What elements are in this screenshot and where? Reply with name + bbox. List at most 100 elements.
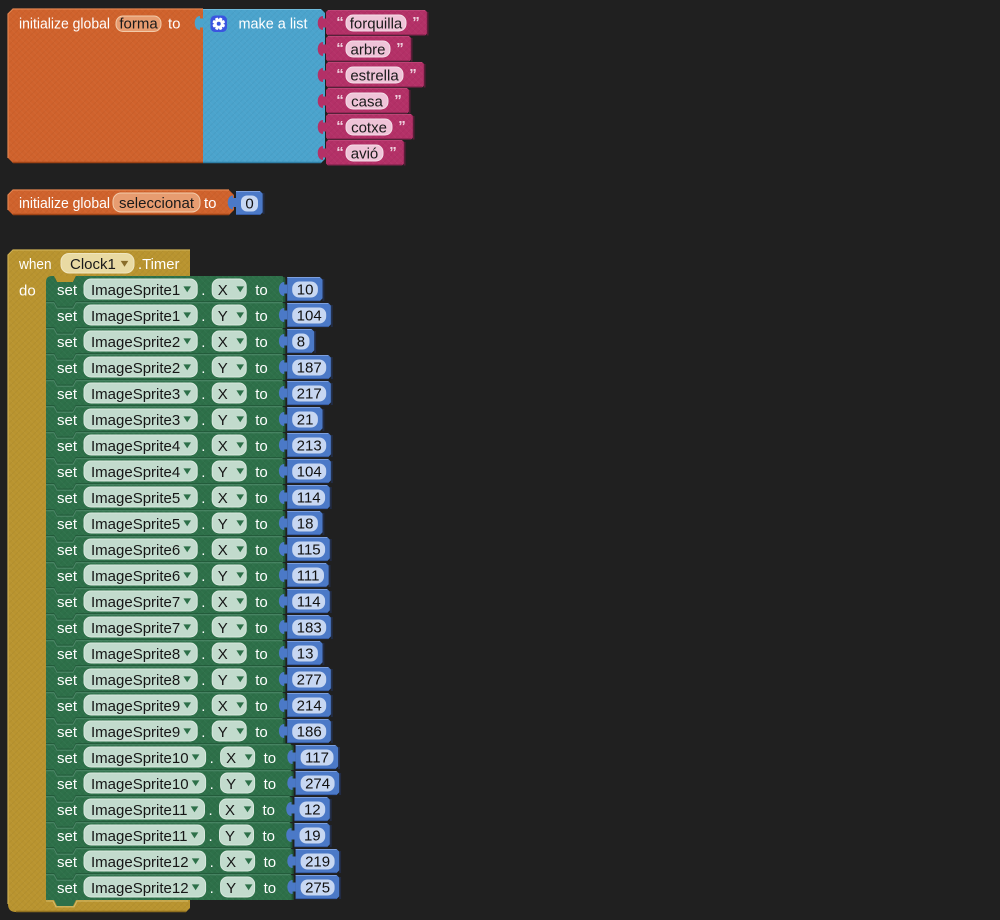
svg-text:ImageSprite2: ImageSprite2 (91, 334, 180, 351)
svg-text:.: . (210, 750, 214, 767)
svg-text:set: set (57, 646, 78, 663)
svg-text:.: . (201, 698, 205, 715)
svg-text:.: . (201, 464, 205, 481)
svg-text:ImageSprite12: ImageSprite12 (91, 854, 189, 871)
svg-text:Y: Y (218, 464, 228, 481)
svg-text:.: . (201, 490, 205, 507)
svg-text:.: . (210, 880, 214, 897)
svg-text:.: . (201, 516, 205, 533)
svg-text:.: . (209, 828, 213, 845)
svg-text:277: 277 (297, 672, 322, 689)
svg-text:set: set (57, 880, 78, 897)
svg-text:186: 186 (297, 724, 322, 741)
svg-text:to: to (255, 620, 268, 637)
svg-text:ImageSprite5: ImageSprite5 (91, 516, 180, 533)
svg-text:Y: Y (218, 412, 228, 429)
svg-text:set: set (57, 594, 78, 611)
svg-text:Y: Y (218, 360, 228, 377)
svg-text:12: 12 (304, 802, 321, 819)
svg-text:ImageSprite3: ImageSprite3 (91, 386, 180, 403)
svg-text:X: X (218, 646, 228, 663)
svg-text:ImageSprite5: ImageSprite5 (91, 490, 180, 507)
svg-text:Y: Y (218, 516, 228, 533)
svg-text:to: to (255, 464, 268, 481)
svg-text:X: X (226, 854, 236, 871)
svg-text:275: 275 (305, 880, 330, 897)
svg-text:to: to (264, 854, 277, 871)
svg-text:Y: Y (218, 568, 228, 585)
svg-text:arbre: arbre (350, 42, 385, 59)
svg-text:ImageSprite6: ImageSprite6 (91, 568, 180, 585)
svg-text:seleccionat: seleccionat (119, 195, 195, 212)
svg-text:.: . (209, 802, 213, 819)
svg-text:X: X (218, 438, 228, 455)
svg-text:to: to (255, 308, 268, 325)
svg-text:21: 21 (297, 412, 314, 429)
svg-text:.: . (201, 646, 205, 663)
svg-text:115: 115 (297, 542, 321, 559)
svg-text:ImageSprite11: ImageSprite11 (91, 828, 187, 845)
svg-text:initialize global: initialize global (19, 16, 110, 33)
svg-text:.: . (201, 594, 205, 611)
svg-text:104: 104 (297, 308, 322, 325)
svg-text:”: ” (394, 92, 402, 109)
svg-text:.: . (201, 386, 205, 403)
svg-text:Y: Y (218, 620, 228, 637)
svg-text:X: X (218, 542, 228, 559)
svg-text:10: 10 (297, 282, 314, 299)
svg-text:set: set (57, 620, 78, 637)
svg-text:114: 114 (297, 594, 321, 611)
svg-text:.Timer: .Timer (138, 256, 180, 273)
svg-text:to: to (168, 16, 181, 33)
svg-text:274: 274 (305, 776, 330, 793)
svg-text:.: . (201, 282, 205, 299)
svg-text:.: . (201, 724, 205, 741)
svg-text:Y: Y (226, 776, 236, 793)
svg-text:to: to (255, 724, 268, 741)
svg-text:.: . (201, 412, 205, 429)
svg-text:to: to (255, 490, 268, 507)
svg-text:“: “ (336, 66, 344, 83)
svg-text:ImageSprite7: ImageSprite7 (91, 620, 180, 637)
svg-text:Y: Y (218, 724, 228, 741)
svg-text:set: set (57, 360, 78, 377)
svg-text:set: set (57, 542, 78, 559)
svg-text:casa: casa (351, 94, 383, 111)
svg-text:ImageSprite8: ImageSprite8 (91, 646, 180, 663)
svg-text:X: X (218, 698, 228, 715)
svg-text:when: when (18, 256, 51, 273)
svg-text:set: set (57, 464, 78, 481)
svg-text:114: 114 (297, 490, 321, 507)
svg-text:ImageSprite1: ImageSprite1 (91, 308, 180, 325)
svg-text:to: to (255, 568, 268, 585)
svg-text:.: . (201, 334, 205, 351)
svg-text:to: to (255, 360, 268, 377)
svg-text:set: set (57, 776, 78, 793)
svg-text:ImageSprite12: ImageSprite12 (91, 880, 189, 897)
svg-text:initialize global: initialize global (19, 195, 110, 212)
svg-text:.: . (201, 672, 205, 689)
svg-text:X: X (218, 490, 228, 507)
svg-text:ImageSprite4: ImageSprite4 (91, 438, 180, 455)
svg-text:217: 217 (297, 386, 322, 403)
svg-text:to: to (255, 386, 268, 403)
svg-text:X: X (218, 386, 228, 403)
svg-text:to: to (255, 542, 268, 559)
svg-text:to: to (255, 282, 268, 299)
svg-text:to: to (264, 750, 277, 767)
svg-text:set: set (57, 750, 78, 767)
svg-text:.: . (210, 776, 214, 793)
svg-text:forma: forma (119, 16, 158, 33)
svg-text:X: X (218, 334, 228, 351)
svg-text:ImageSprite10: ImageSprite10 (91, 776, 189, 793)
svg-text:”: ” (396, 40, 404, 57)
svg-text:ImageSprite1: ImageSprite1 (91, 282, 180, 299)
svg-text:Y: Y (225, 828, 235, 845)
svg-text:set: set (57, 698, 78, 715)
svg-text:”: ” (412, 14, 420, 31)
svg-text:set: set (57, 568, 78, 585)
svg-text:to: to (264, 880, 277, 897)
svg-text:to: to (255, 334, 268, 351)
svg-text:“: “ (336, 92, 344, 109)
svg-text:cotxe: cotxe (351, 120, 387, 137)
